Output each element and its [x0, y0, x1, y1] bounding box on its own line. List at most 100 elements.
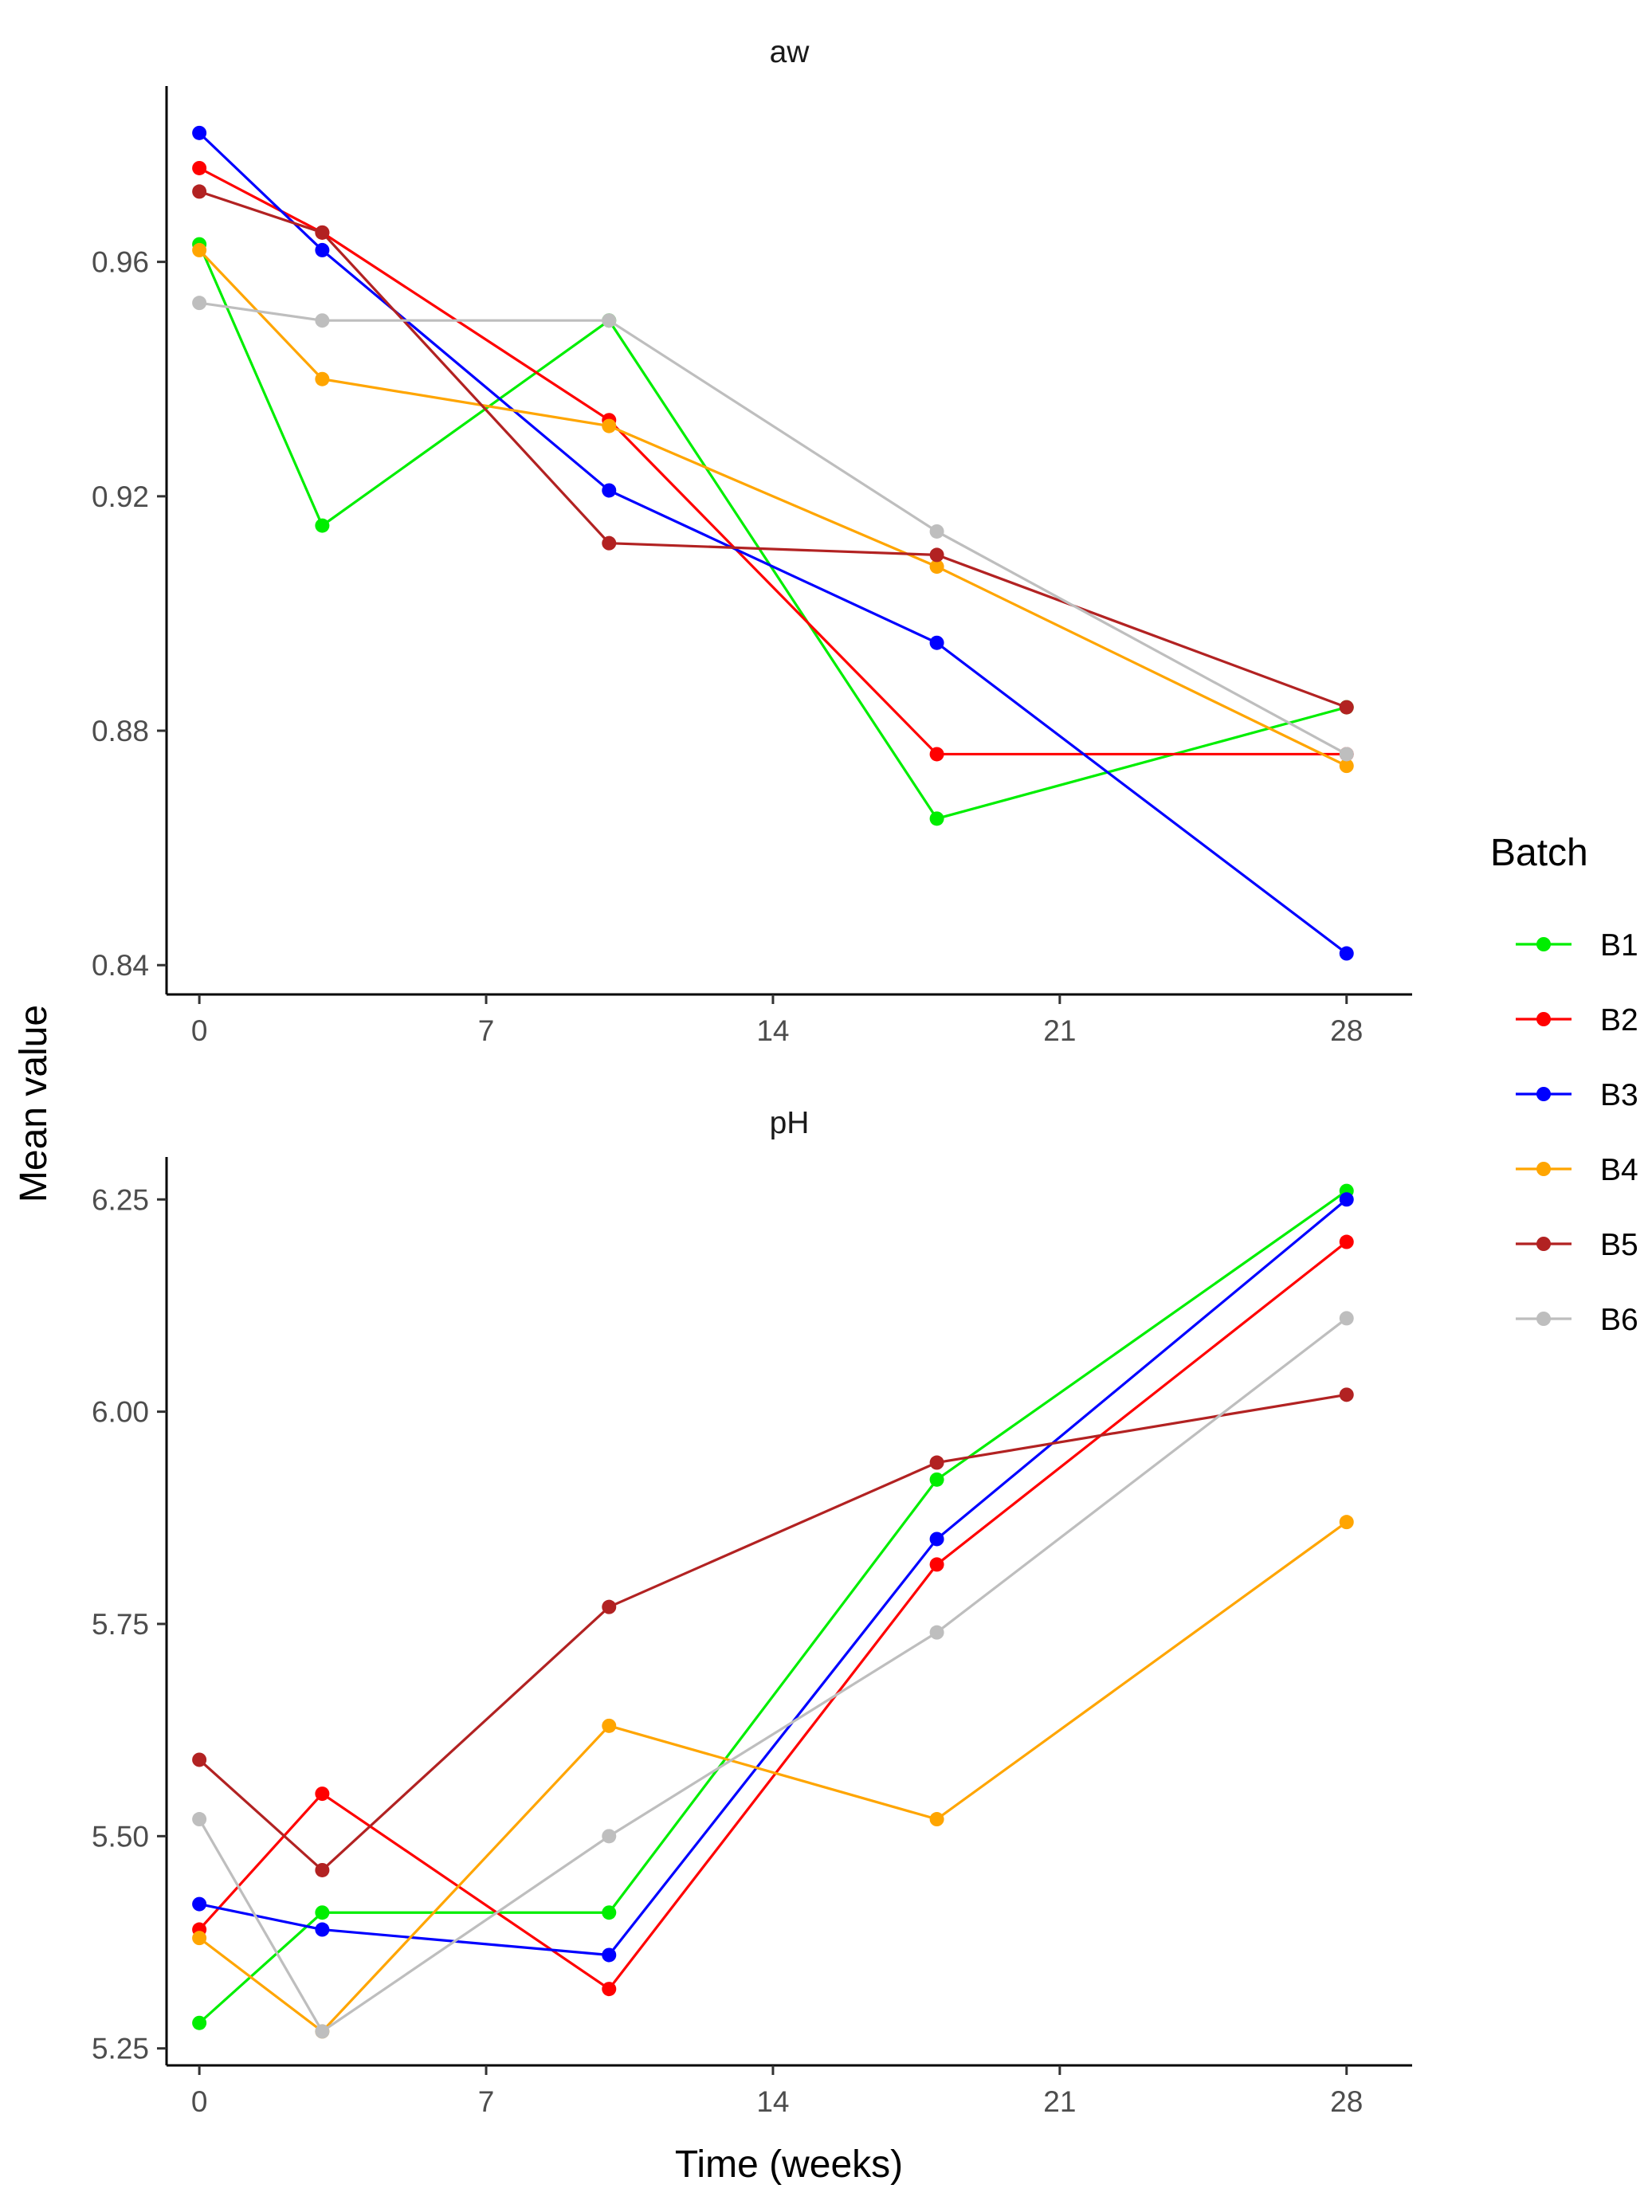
- legend-item-b1: B1: [1516, 928, 1638, 963]
- panel-aw-point-b6: [929, 524, 944, 539]
- panel-ph-point-b3: [602, 1947, 617, 1963]
- panel-ph-point-b1: [929, 1472, 944, 1487]
- legend-label: B4: [1600, 1153, 1638, 1187]
- panel-ph-point-b2: [1339, 1234, 1354, 1249]
- panel-aw-y-tick-label: 0.96: [92, 246, 149, 279]
- panel-aw-x-tick-label: 7: [478, 1014, 495, 1047]
- panel-ph-title: pH: [770, 1106, 810, 1140]
- x-axis-title: Time (weeks): [675, 2143, 903, 2186]
- panel-ph-point-b5: [602, 1599, 617, 1614]
- panel-ph-point-b2: [929, 1557, 944, 1572]
- panel-aw-point-b6: [1339, 747, 1354, 762]
- legend-item-b6: B6: [1516, 1303, 1638, 1337]
- panel-ph-point-b5: [1339, 1387, 1354, 1402]
- panel-ph-point-b6: [192, 1812, 207, 1827]
- panel-aw-y-tick-label: 0.84: [92, 949, 149, 982]
- panel-ph-x-tick-label: 7: [478, 2085, 495, 2118]
- panel-ph-x-tick-label: 14: [756, 2085, 789, 2118]
- legend-key-point: [1536, 937, 1551, 951]
- panel-ph-y-tick-label: 5.25: [92, 2033, 149, 2065]
- panel-ph-point-b3: [1339, 1192, 1354, 1207]
- panel-ph-series-b1: [192, 1183, 1354, 2030]
- panel-aw-x-tick-label: 14: [756, 1014, 789, 1047]
- legend-key-point: [1536, 1312, 1551, 1326]
- panel-ph-series-b3: [192, 1192, 1354, 1963]
- legend-item-b3: B3: [1516, 1078, 1638, 1112]
- legend-label: B2: [1600, 1003, 1638, 1037]
- panel-ph-point-b4: [929, 1812, 944, 1827]
- panel-aw-title: aw: [770, 35, 810, 69]
- panel-aw-y-tick-label: 0.88: [92, 715, 149, 747]
- panel-aw: aw 0.84 0.88 0.92 0.96 0 7 14 21 28: [92, 35, 1412, 1047]
- panel-ph-point-b6: [1339, 1311, 1354, 1326]
- legend-label: B6: [1600, 1303, 1638, 1337]
- panel-ph-point-b1: [315, 1905, 330, 1920]
- panel-aw-point-b6: [315, 313, 330, 328]
- panel-ph-point-b6: [602, 1829, 617, 1844]
- panel-ph-point-b1: [192, 2015, 207, 2030]
- panel-ph-y-tick-label: 6.25: [92, 1183, 149, 1216]
- panel-ph-series-b5: [192, 1387, 1354, 1877]
- panel-aw-point-b3: [192, 125, 207, 140]
- panels: aw 0.84 0.88 0.92 0.96 0 7 14 21 28 pH 5.25 5.50 5.75…: [92, 35, 1412, 2118]
- panel-aw-series-b3: [192, 125, 1354, 961]
- panel-ph: pH 5.25 5.50 5.75 6.00 6.25 0 7 14 21 28: [92, 1106, 1412, 2118]
- panel-aw-y-tick-label: 0.92: [92, 480, 149, 513]
- panel-ph-y-tick-label: 5.75: [92, 1608, 149, 1641]
- panel-aw-point-b4: [315, 371, 330, 386]
- panel-ph-point-b6: [929, 1625, 944, 1640]
- legend-item-b5: B5: [1516, 1228, 1638, 1262]
- panel-aw-point-b2: [192, 160, 207, 175]
- y-axis-title: Mean value: [13, 1005, 55, 1202]
- panel-aw-point-b4: [1339, 759, 1354, 774]
- legend-label: B1: [1600, 928, 1638, 963]
- panel-aw-point-b5: [1339, 700, 1354, 715]
- panel-aw-point-b4: [929, 559, 944, 575]
- legend-key-point: [1536, 1012, 1551, 1026]
- panel-ph-point-b4: [192, 1931, 207, 1946]
- panel-aw-point-b1: [315, 518, 330, 533]
- panel-aw-point-b3: [602, 483, 617, 498]
- panel-aw-point-b6: [602, 313, 617, 328]
- legend-items: B1 B2 B3 B4 B5 B6: [1516, 928, 1638, 1337]
- panel-aw-point-b3: [929, 635, 944, 650]
- legend-label: B3: [1600, 1078, 1638, 1112]
- panel-ph-point-b1: [602, 1905, 617, 1920]
- panel-ph-point-b3: [192, 1896, 207, 1912]
- panel-aw-point-b5: [315, 225, 330, 240]
- panel-ph-point-b5: [929, 1455, 944, 1470]
- legend-key-point: [1536, 1162, 1551, 1176]
- panel-ph-point-b5: [315, 1862, 330, 1877]
- panel-aw-x-tick-label: 0: [191, 1014, 208, 1047]
- panel-aw-point-b5: [929, 547, 944, 563]
- legend-item-b2: B2: [1516, 1003, 1638, 1037]
- legend-label: B5: [1600, 1228, 1638, 1262]
- panel-ph-x-tick-label: 28: [1330, 2085, 1363, 2118]
- legend-title: Batch: [1490, 832, 1588, 874]
- legend-key-point: [1536, 1087, 1551, 1101]
- panel-ph-y-tick-label: 5.50: [92, 1820, 149, 1853]
- legend: Batch B1 B2 B3 B4 B5 B6: [1490, 832, 1638, 1337]
- panel-ph-series-b6: [192, 1311, 1354, 2039]
- panel-aw-x-tick-label: 28: [1330, 1014, 1363, 1047]
- legend-key-point: [1536, 1237, 1551, 1251]
- panel-aw-point-b4: [192, 242, 207, 257]
- panel-aw-point-b5: [602, 535, 617, 551]
- panel-aw-series-b6: [192, 296, 1354, 762]
- panel-ph-point-b3: [929, 1532, 944, 1547]
- panel-aw-point-b3: [1339, 946, 1354, 961]
- panel-ph-point-b2: [602, 1982, 617, 1997]
- panel-aw-series-b4: [192, 242, 1354, 774]
- panel-aw-point-b2: [929, 747, 944, 762]
- panel-aw-point-b1: [929, 811, 944, 826]
- panel-ph-point-b4: [1339, 1515, 1354, 1530]
- panel-aw-x-tick-label: 21: [1043, 1014, 1076, 1047]
- panel-ph-point-b5: [192, 1752, 207, 1767]
- panel-ph-point-b2: [315, 1786, 330, 1802]
- panel-aw-point-b3: [315, 242, 330, 257]
- panel-ph-x-tick-label: 0: [191, 2085, 208, 2118]
- panel-ph-point-b6: [315, 2024, 330, 2039]
- panel-ph-point-b3: [315, 1922, 330, 1937]
